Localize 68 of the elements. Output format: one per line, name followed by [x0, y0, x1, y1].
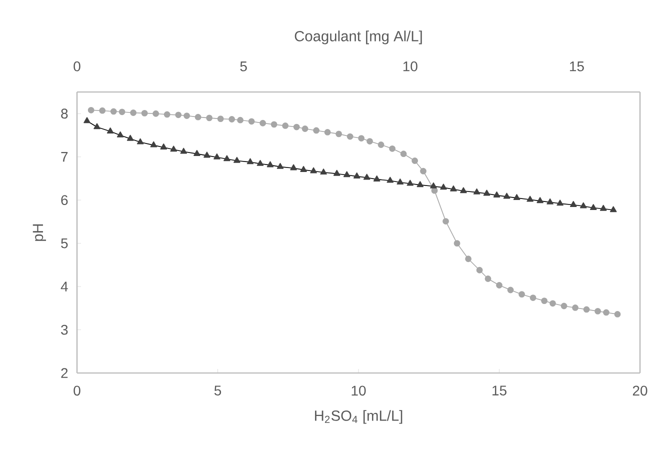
- x-tick-label: 0: [74, 386, 80, 396]
- point: [530, 294, 536, 301]
- point: [603, 309, 610, 316]
- point: [237, 116, 244, 124]
- point: [454, 240, 460, 247]
- point: [484, 276, 492, 282]
- point: [496, 282, 502, 288]
- point: [302, 126, 308, 132]
- point: [99, 107, 106, 114]
- point: [400, 150, 407, 158]
- x-tick-label: 15: [492, 386, 506, 396]
- point: [260, 120, 266, 126]
- x2-tick-label: 0: [74, 61, 80, 72]
- point: [164, 111, 170, 118]
- point: [518, 291, 525, 298]
- y-axis-title: pH: [32, 224, 46, 241]
- point: [366, 138, 373, 144]
- point: [194, 114, 202, 120]
- point: [141, 110, 148, 116]
- point: [175, 112, 182, 118]
- x-tick-label: 5: [214, 386, 222, 396]
- y-tick-label: 7: [61, 152, 68, 162]
- point: [118, 108, 126, 116]
- point: [313, 127, 320, 134]
- point: [282, 122, 289, 129]
- point: [130, 110, 137, 116]
- point: [550, 300, 556, 307]
- point: [378, 142, 384, 148]
- y-tick-label: 6: [61, 195, 68, 206]
- x2-tick-label: 10: [403, 61, 418, 72]
- x2-axis-title: Coagulant [mg Al/L]: [294, 30, 422, 44]
- point: [336, 130, 342, 138]
- point: [217, 116, 224, 122]
- point: [248, 118, 255, 125]
- point: [465, 256, 472, 262]
- x-tick-label: 20: [632, 386, 648, 396]
- point: [476, 266, 483, 274]
- y-tick-label: 2: [61, 368, 68, 378]
- x2-tick-label: 15: [570, 62, 584, 72]
- point: [614, 311, 621, 318]
- y-tick-label: 8: [61, 108, 68, 119]
- y-tick-label: 4: [60, 282, 68, 292]
- point: [412, 158, 418, 164]
- point: [594, 308, 601, 314]
- point: [560, 302, 568, 310]
- point: [293, 124, 300, 130]
- point: [228, 116, 236, 122]
- point: [572, 304, 578, 311]
- point: [358, 135, 365, 142]
- point: [389, 145, 396, 152]
- y-tick-label: 5: [61, 238, 68, 248]
- point: [184, 112, 190, 119]
- x2-tick-label: 5: [240, 62, 247, 72]
- point: [110, 108, 117, 115]
- x-tick-label: 10: [352, 386, 366, 396]
- point: [88, 106, 94, 114]
- point: [583, 306, 590, 313]
- point: [541, 298, 548, 304]
- point: [270, 121, 278, 128]
- point: [420, 168, 426, 174]
- point: [152, 110, 160, 117]
- y-tick-label: 3: [61, 324, 68, 335]
- point: [324, 129, 331, 136]
- point: [507, 286, 514, 294]
- point: [442, 218, 449, 224]
- x-axis-title: H$_{2}$SO$_{4}$ [mL/L]: [315, 410, 402, 424]
- point: [206, 114, 213, 122]
- point: [346, 133, 354, 140]
